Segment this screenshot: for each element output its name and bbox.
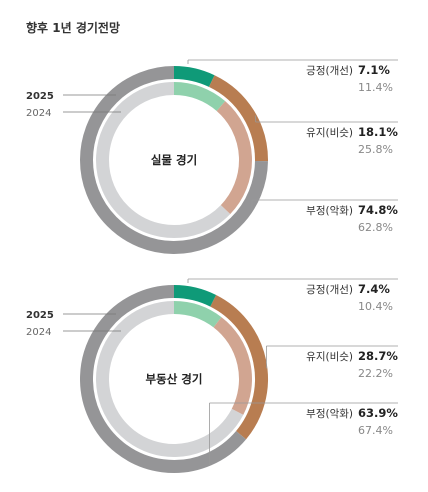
category-label-positive-1: 긍정(개선) bbox=[306, 65, 353, 77]
year-label-inner-1: 2024 bbox=[26, 108, 51, 119]
ring-2024-positive-arc-1 bbox=[173, 82, 226, 112]
ring-2024-negative-arc-2 bbox=[96, 301, 244, 457]
value-2025-negative-1: 74.8% bbox=[358, 203, 398, 217]
ring-2025-neutral-arc-1 bbox=[208, 75, 268, 162]
center-label-2: 부동산 경기 bbox=[146, 372, 203, 386]
value-2025-positive-1: 7.1% bbox=[358, 63, 390, 77]
year-label-inner-2: 2024 bbox=[26, 327, 51, 338]
year-label-outer-1: 2025 bbox=[26, 91, 54, 102]
value-2024-neutral-2: 22.2% bbox=[358, 367, 393, 380]
value-2025-negative-2: 63.9% bbox=[358, 406, 398, 420]
category-label-neutral-2: 유지(비슷) bbox=[306, 351, 353, 363]
ring-2024-negative-arc-1 bbox=[96, 82, 231, 238]
ring-2025-negative-arc-1 bbox=[80, 66, 268, 254]
ring-2024-positive-arc-2 bbox=[173, 301, 222, 328]
value-2024-positive-1: 11.4% bbox=[358, 81, 393, 94]
year-label-outer-2: 2025 bbox=[26, 310, 54, 321]
ring-2025-negative-arc-2 bbox=[80, 285, 247, 473]
ring-2025-positive-arc-1 bbox=[173, 66, 215, 88]
category-label-negative-1: 부정(악화) bbox=[306, 205, 353, 217]
ring-2025-positive-arc-2 bbox=[173, 285, 217, 307]
category-label-neutral-1: 유지(비슷) bbox=[306, 127, 353, 139]
value-2024-neutral-1: 25.8% bbox=[358, 143, 393, 156]
value-2025-neutral-1: 18.1% bbox=[358, 125, 398, 139]
page-title: 향후 1년 경기전망 bbox=[26, 21, 120, 35]
center-label-1: 실물 경기 bbox=[151, 153, 197, 167]
category-label-negative-2: 부정(악화) bbox=[306, 408, 353, 420]
value-2024-negative-2: 67.4% bbox=[358, 424, 393, 437]
value-2024-negative-1: 62.8% bbox=[358, 221, 393, 234]
value-2025-positive-2: 7.4% bbox=[358, 282, 390, 296]
category-label-positive-2: 긍정(개선) bbox=[306, 284, 353, 296]
ring-2024-neutral-arc-2 bbox=[213, 317, 252, 415]
value-2025-neutral-2: 28.7% bbox=[358, 349, 398, 363]
ring-2024-neutral-arc-1 bbox=[216, 101, 252, 215]
ring-2025-neutral-arc-2 bbox=[210, 294, 268, 440]
value-2024-positive-2: 10.4% bbox=[358, 300, 393, 313]
